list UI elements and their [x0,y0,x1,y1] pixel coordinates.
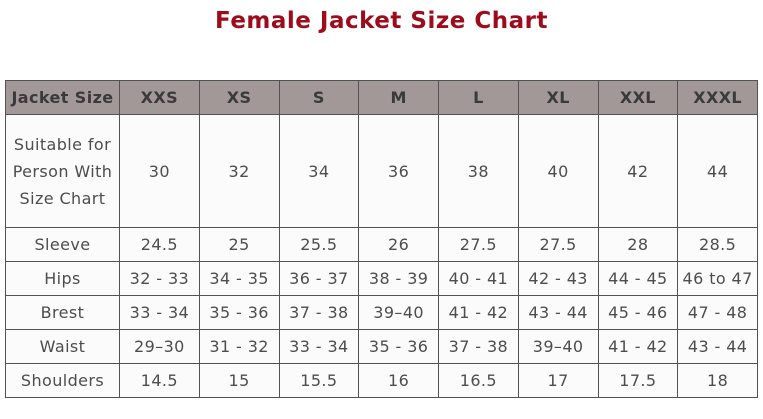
table-cell: 26 [358,227,439,262]
table-row-brest: Brest 33 - 34 35 - 36 37 - 38 39–40 41 -… [5,295,758,330]
table-cell: 25.5 [278,227,360,262]
table-cell: 16.5 [438,363,519,398]
table-cell: 33 - 34 [119,295,200,330]
table-cell: 35 - 36 [198,295,280,330]
table-cell: 34 [278,114,360,228]
table-header-row: Jacket Size XXS XS S M L XL XXL XXXL [5,80,758,115]
table-cell: 15 [198,363,280,398]
header-cell-s: S [278,80,360,115]
table-cell: 18 [677,363,758,398]
table-cell: 38 - 39 [358,261,439,296]
table-cell: 30 [119,114,200,228]
table-row-hips: Hips 32 - 33 34 - 35 36 - 37 38 - 39 40 … [5,261,758,296]
header-cell-xxl: XXL [597,80,679,115]
table-cell: 47 - 48 [677,295,758,330]
header-cell-xxs: XXS [119,80,200,115]
table-cell: 28 [597,227,679,262]
table-cell: 27.5 [438,227,519,262]
table-cell: 16 [358,363,439,398]
table-cell: 38 [438,114,519,228]
table-cell: 41 - 42 [438,295,519,330]
row-label: Waist [5,329,120,364]
table-cell: 36 [358,114,439,228]
table-cell: 14.5 [119,363,200,398]
table-cell: 37 - 38 [278,295,360,330]
table-cell: 32 [198,114,280,228]
table-cell: 39–40 [517,329,599,364]
row-label: Hips [5,261,120,296]
page: Female Jacket Size Chart Jacket Size XXS… [0,8,763,419]
table-cell: 46 to 47 [677,261,758,296]
table-cell: 40 - 41 [438,261,519,296]
row-label: Shoulders [5,363,120,398]
table-cell: 37 - 38 [438,329,519,364]
table-cell: 25 [198,227,280,262]
table-cell: 43 - 44 [517,295,599,330]
table-cell: 29–30 [119,329,200,364]
table-row-sleeve: Sleeve 24.5 25 25.5 26 27.5 27.5 28 28.5 [5,227,758,262]
table-cell: 15.5 [278,363,360,398]
table-cell: 27.5 [517,227,599,262]
table-cell: 35 - 36 [358,329,439,364]
table-cell: 33 - 34 [278,329,360,364]
row-label: Sleeve [5,227,120,262]
table-cell: 43 - 44 [677,329,758,364]
header-cell-xxxl: XXXL [677,80,758,115]
table-cell: 42 - 43 [517,261,599,296]
table-cell: 45 - 46 [597,295,679,330]
table-cell: 17 [517,363,599,398]
table-cell: 17.5 [597,363,679,398]
table-row-shoulders: Shoulders 14.5 15 15.5 16 16.5 17 17.5 1… [5,363,758,398]
page-title: Female Jacket Size Chart [215,8,548,34]
table-cell: 42 [597,114,679,228]
row-label: Suitable for Person With Size Chart [5,114,120,228]
table-cell: 31 - 32 [198,329,280,364]
table-cell: 36 - 37 [278,261,360,296]
header-cell-jacket-size: Jacket Size [5,80,120,115]
header-cell-xs: XS [198,80,280,115]
table-cell: 34 - 35 [198,261,280,296]
header-cell-l: L [438,80,519,115]
table-cell: 41 - 42 [597,329,679,364]
table-cell: 24.5 [119,227,200,262]
table-cell: 32 - 33 [119,261,200,296]
table-row-waist: Waist 29–30 31 - 32 33 - 34 35 - 36 37 -… [5,329,758,364]
header-cell-m: M [358,80,439,115]
size-chart-table: Jacket Size XXS XS S M L XL XXL XXXL Sui… [5,80,758,398]
table-cell: 28.5 [677,227,758,262]
header-cell-xl: XL [517,80,599,115]
table-cell: 44 [677,114,758,228]
table-cell: 40 [517,114,599,228]
row-label: Brest [5,295,120,330]
table-row-suitable-size: Suitable for Person With Size Chart 30 3… [5,114,758,228]
table-cell: 44 - 45 [597,261,679,296]
table-cell: 39–40 [358,295,439,330]
